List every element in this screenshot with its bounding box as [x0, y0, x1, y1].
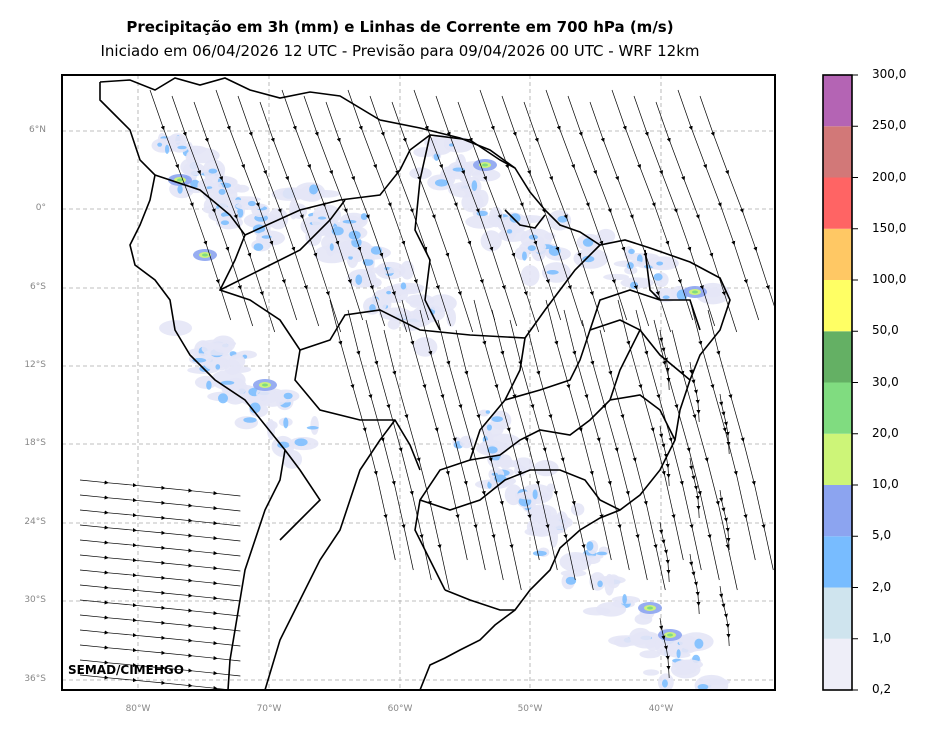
colorbar-label: 100,0 — [872, 272, 907, 286]
colorbar-segment — [823, 75, 852, 127]
colorbar-label: 0,2 — [872, 682, 892, 696]
colorbar-segment — [823, 126, 852, 178]
colorbar-label: 2,0 — [872, 579, 892, 594]
credit-label: SEMAD/CIMEHGO — [68, 663, 184, 677]
lon-tick-label: 40°W — [648, 704, 674, 714]
colorbar-label: 5,0 — [872, 528, 892, 543]
lat-tick-label: 24°S — [24, 517, 46, 527]
lat-tick-label: 6°N — [29, 125, 46, 135]
colorbar-segment — [823, 485, 852, 537]
colorbar-segment — [823, 280, 852, 332]
graticule — [62, 75, 775, 690]
border-1 — [154, 174, 526, 591]
border-6 — [279, 449, 322, 541]
colorbar-segment — [823, 433, 852, 485]
lat-tick-label: 36°S — [24, 674, 46, 684]
border-4 — [294, 349, 421, 471]
colorbar-segment — [823, 331, 852, 383]
south-america-coastline — [99, 77, 731, 690]
colorbar-label: 250,0 — [872, 118, 907, 133]
colorbar-label: 30,0 — [872, 374, 899, 389]
map-subtitle: Iniciado em 06/04/2026 12 UTC - Previsão… — [100, 42, 700, 60]
border-15 — [609, 329, 641, 401]
colorbar — [822, 74, 858, 691]
precipitation-field — [151, 132, 731, 690]
colorbar-label: 150,0 — [872, 220, 907, 235]
map-title: Precipitação em 3h (mm) e Linhas de Corr… — [126, 18, 674, 36]
colorbar-label: 10,0 — [872, 477, 899, 491]
colorbar-label: 1,0 — [872, 630, 892, 645]
colorbar-segment — [823, 638, 852, 690]
border-13 — [414, 134, 441, 331]
colorbar-segment — [823, 177, 852, 229]
map-frame — [61, 74, 776, 691]
colorbar-segment — [823, 587, 852, 639]
border-9 — [469, 394, 676, 461]
colorbar-segment — [823, 382, 852, 434]
border-5 — [264, 419, 396, 690]
colorbar-label: 200,0 — [872, 169, 907, 184]
border-12 — [469, 139, 516, 169]
border-3 — [219, 199, 346, 291]
lat-tick-label: 30°S — [24, 595, 46, 605]
border-8 — [419, 469, 621, 511]
border-11 — [524, 244, 601, 339]
colorbar-label: 50,0 — [872, 323, 899, 338]
border-17 — [504, 209, 546, 229]
border-10 — [504, 289, 701, 401]
colorbar-segment — [823, 536, 852, 588]
lat-tick-label: 18°S — [24, 438, 46, 448]
border-7 — [444, 589, 515, 611]
lon-tick-label: 50°W — [517, 704, 543, 714]
country-borders — [99, 77, 731, 690]
streamlines — [79, 89, 775, 690]
border-16 — [644, 249, 661, 301]
lon-tick-label: 60°W — [387, 704, 413, 714]
lon-tick-label: 70°W — [256, 704, 282, 714]
colorbar-label: 300,0 — [872, 67, 907, 81]
colorbar-segment — [823, 228, 852, 280]
lat-tick-label: 12°S — [24, 360, 46, 370]
lon-tick-label: 80°W — [125, 704, 151, 714]
lat-tick-label: 6°S — [30, 282, 46, 292]
colorbar-label: 20,0 — [872, 425, 899, 440]
lat-tick-label: 0° — [35, 203, 46, 213]
border-2 — [244, 134, 471, 236]
